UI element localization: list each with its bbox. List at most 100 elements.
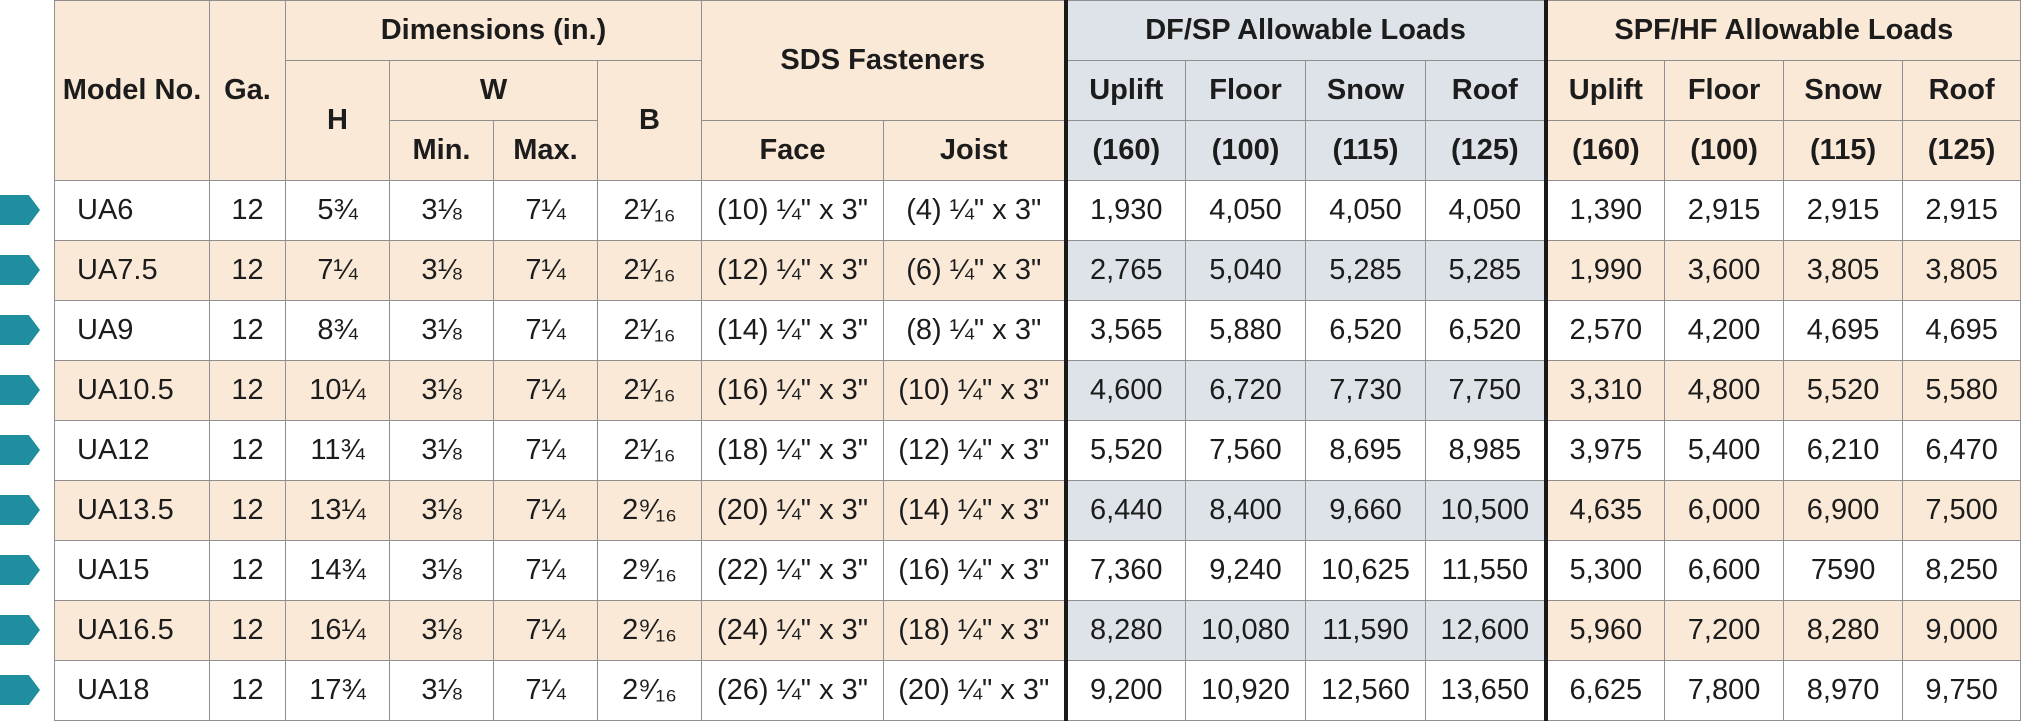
cell-spfhf-roof: 9,750 [1902, 660, 2022, 721]
cell-spfhf-snow: 8,970 [1783, 660, 1904, 721]
cell-fastener-joist: (16) ¼" x 3" [883, 540, 1067, 601]
cell-fastener-joist: (4) ¼" x 3" [883, 180, 1067, 241]
cell-dim-b: 2⁹⁄₁₆ [596, 540, 703, 601]
cell-dfsp-roof: 6,520 [1425, 300, 1548, 361]
cell-fastener-joist: (20) ¼" x 3" [883, 660, 1067, 721]
header-spfhf-factor-115: (115) [1783, 120, 1904, 181]
cell-dim-b: 2¹⁄₁₆ [596, 360, 703, 421]
table-row: UA16.5 12 16¼ 3⅛ 7¼ 2⁹⁄₁₆ (24) ¼" x 3" (18) ¼" … [54, 600, 2022, 661]
cell-gauge: 12 [209, 420, 286, 481]
header-dfsp-factor-100: (100) [1185, 120, 1307, 181]
header-dfsp-factor-115: (115) [1305, 120, 1427, 181]
cell-dfsp-uplift: 4,600 [1063, 360, 1187, 421]
header-dimensions: Dimensions (in.) [284, 0, 703, 61]
cell-spfhf-snow: 6,900 [1783, 480, 1904, 541]
cell-dim-w-min: 3⅛ [389, 600, 494, 661]
cell-fastener-face: (16) ¼" x 3" [701, 360, 885, 421]
cell-model-no: UA9 [54, 300, 210, 361]
cell-spfhf-roof: 9,000 [1902, 600, 2022, 661]
cell-dfsp-uplift: 7,360 [1063, 540, 1187, 601]
cell-gauge: 12 [209, 540, 286, 601]
cell-model-no: UA10.5 [54, 360, 210, 421]
header-spfhf-factor-160: (160) [1545, 120, 1666, 181]
cell-spfhf-uplift: 3,975 [1545, 420, 1666, 481]
table-header: Model No. Ga. Dimensions (in.) SDS Faste… [54, 0, 2022, 181]
cell-fastener-face: (10) ¼" x 3" [701, 180, 885, 241]
header-gauge: Ga. [209, 0, 286, 181]
cell-dim-w-max: 7¼ [493, 240, 598, 301]
cell-gauge: 12 [209, 480, 286, 541]
row-markers [0, 0, 54, 722]
header-dfsp-uplift: Uplift [1063, 60, 1187, 121]
cell-spfhf-uplift: 3,310 [1545, 360, 1666, 421]
header-spfhf-uplift: Uplift [1545, 60, 1666, 121]
cell-gauge: 12 [209, 240, 286, 301]
cell-dfsp-snow: 9,660 [1305, 480, 1427, 541]
cell-model-no: UA15 [54, 540, 210, 601]
row-marker-arrow-icon [0, 435, 40, 465]
cell-spfhf-uplift: 5,960 [1545, 600, 1666, 661]
cell-spfhf-snow: 5,520 [1783, 360, 1904, 421]
cell-dfsp-snow: 7,730 [1305, 360, 1427, 421]
cell-dim-w-max: 7¼ [493, 660, 598, 721]
cell-dim-w-min: 3⅛ [389, 240, 494, 301]
header-spfhf-floor: Floor [1664, 60, 1785, 121]
cell-spfhf-floor: 4,200 [1664, 300, 1785, 361]
cell-dim-b: 2¹⁄₁₆ [596, 180, 703, 241]
cell-spfhf-roof: 3,805 [1902, 240, 2022, 301]
cell-spfhf-floor: 7,800 [1664, 660, 1785, 721]
cell-fastener-face: (14) ¼" x 3" [701, 300, 885, 361]
cell-fastener-joist: (8) ¼" x 3" [883, 300, 1067, 361]
cell-dfsp-snow: 4,050 [1305, 180, 1427, 241]
cell-dfsp-uplift: 3,565 [1063, 300, 1187, 361]
cell-dim-w-min: 3⅛ [389, 480, 494, 541]
cell-fastener-joist: (14) ¼" x 3" [883, 480, 1067, 541]
table-row: UA13.5 12 13¼ 3⅛ 7¼ 2⁹⁄₁₆ (20) ¼" x 3" (14) ¼" … [54, 480, 2022, 541]
cell-spfhf-uplift: 2,570 [1545, 300, 1666, 361]
cell-dim-h: 7¼ [285, 240, 390, 301]
cell-dfsp-snow: 12,560 [1305, 660, 1427, 721]
header-dfsp-loads: DF/SP Allowable Loads [1063, 0, 1548, 61]
table-row: UA18 12 17¾ 3⅛ 7¼ 2⁹⁄₁₆ (26) ¼" x 3" (20) ¼" x … [54, 660, 2022, 721]
cell-dfsp-floor: 6,720 [1185, 360, 1307, 421]
cell-model-no: UA18 [54, 660, 210, 721]
cell-spfhf-roof: 5,580 [1902, 360, 2022, 421]
header-joist: Joist [883, 120, 1067, 181]
cell-spfhf-roof: 8,250 [1902, 540, 2022, 601]
cell-spfhf-floor: 7,200 [1664, 600, 1785, 661]
table-row: UA6 12 5¾ 3⅛ 7¼ 2¹⁄₁₆ (10) ¼" x 3" (4) ¼" x 3" 1… [54, 180, 2022, 241]
header-h: H [285, 60, 390, 181]
header-dfsp-factor-125: (125) [1425, 120, 1548, 181]
header-sds-fasteners: SDS Fasteners [701, 0, 1067, 121]
table-row: UA9 12 8¾ 3⅛ 7¼ 2¹⁄₁₆ (14) ¼" x 3" (8) ¼" x 3" 3… [54, 300, 2022, 361]
cell-dim-h: 16¼ [285, 600, 390, 661]
cell-dfsp-uplift: 2,765 [1063, 240, 1187, 301]
cell-dim-w-max: 7¼ [493, 300, 598, 361]
cell-fastener-face: (18) ¼" x 3" [701, 420, 885, 481]
cell-dfsp-roof: 10,500 [1425, 480, 1548, 541]
table-row: UA15 12 14¾ 3⅛ 7¼ 2⁹⁄₁₆ (22) ¼" x 3" (16) ¼" x … [54, 540, 2022, 601]
cell-spfhf-snow: 8,280 [1783, 600, 1904, 661]
cell-spfhf-uplift: 5,300 [1545, 540, 1666, 601]
cell-dfsp-floor: 9,240 [1185, 540, 1307, 601]
row-marker-arrow-icon [0, 675, 40, 705]
cell-dfsp-uplift: 6,440 [1063, 480, 1187, 541]
cell-dim-w-min: 3⅛ [389, 300, 494, 361]
cell-dfsp-roof: 5,285 [1425, 240, 1548, 301]
cell-model-no: UA16.5 [54, 600, 210, 661]
cell-fastener-face: (26) ¼" x 3" [701, 660, 885, 721]
cell-dim-w-min: 3⅛ [389, 540, 494, 601]
cell-dim-h: 13¼ [285, 480, 390, 541]
cell-dfsp-snow: 8,695 [1305, 420, 1427, 481]
header-model-no: Model No. [54, 0, 210, 181]
cell-dfsp-roof: 13,650 [1425, 660, 1548, 721]
cell-spfhf-floor: 5,400 [1664, 420, 1785, 481]
cell-dim-w-max: 7¼ [493, 420, 598, 481]
cell-dfsp-uplift: 9,200 [1063, 660, 1187, 721]
cell-dfsp-roof: 11,550 [1425, 540, 1548, 601]
row-marker-arrow-icon [0, 195, 40, 225]
row-marker-arrow-icon [0, 615, 40, 645]
cell-dfsp-floor: 7,560 [1185, 420, 1307, 481]
cell-spfhf-floor: 6,600 [1664, 540, 1785, 601]
